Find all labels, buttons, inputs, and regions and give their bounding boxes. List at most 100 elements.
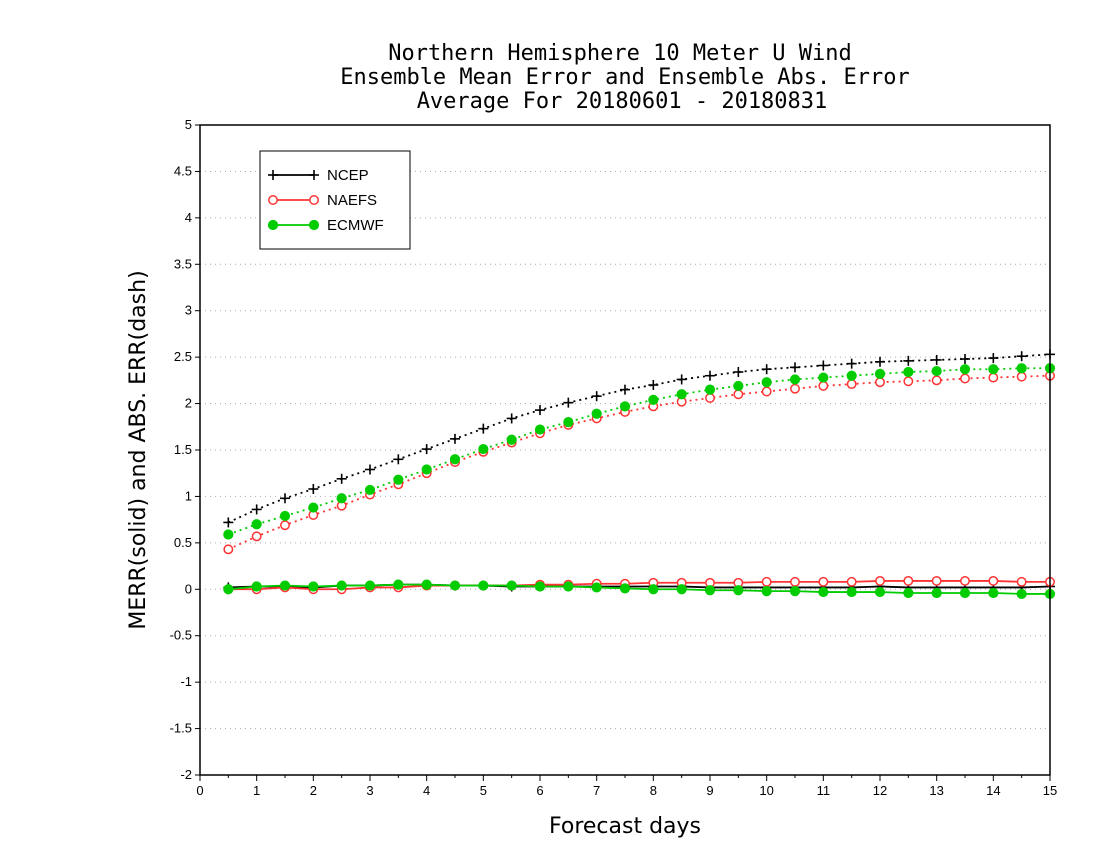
point-ecmwf-mean-err bbox=[676, 584, 687, 595]
series-plot-area bbox=[223, 349, 1056, 600]
point-ecmwf-abs-err bbox=[874, 368, 886, 379]
point-ecmwf-mean-err bbox=[648, 584, 659, 595]
point-ncep-abs-err bbox=[931, 354, 942, 365]
x-axis-label: Forecast days bbox=[549, 814, 701, 839]
y-tick-label: -1 bbox=[180, 674, 192, 689]
point-ncep-abs-err bbox=[676, 374, 687, 385]
point-ecmwf-abs-err bbox=[846, 370, 857, 381]
point-ecmwf-mean-err bbox=[818, 586, 829, 598]
x-tick-label: 0 bbox=[196, 783, 203, 798]
point-ecmwf-abs-err bbox=[789, 374, 801, 385]
point-naefs-mean-err bbox=[960, 575, 970, 586]
point-ecmwf-abs-err bbox=[676, 389, 687, 400]
point-naefs-abs-err bbox=[280, 520, 290, 531]
point-naefs-abs-err bbox=[960, 373, 970, 384]
y-tick-label: 3 bbox=[185, 303, 192, 318]
point-ecmwf-mean-err bbox=[619, 583, 631, 594]
point-ecmwf-mean-err bbox=[874, 586, 886, 598]
point-ecmwf-mean-err bbox=[733, 585, 744, 596]
point-ncep-abs-err bbox=[336, 473, 347, 484]
point-naefs-mean-err bbox=[790, 576, 800, 587]
legend-marker-naefs bbox=[268, 195, 278, 205]
point-ecmwf-abs-err bbox=[308, 502, 319, 513]
point-ecmwf-abs-err bbox=[393, 474, 404, 485]
point-naefs-abs-err bbox=[251, 531, 262, 542]
x-tick-label: 12 bbox=[873, 783, 887, 798]
point-ecmwf-abs-err bbox=[818, 372, 829, 383]
point-ecmwf-mean-err bbox=[591, 582, 602, 593]
point-ncep-abs-err bbox=[846, 358, 857, 369]
legend-label-naefs: NAEFS bbox=[327, 192, 377, 209]
point-ncep-abs-err bbox=[563, 397, 574, 408]
x-tick-label: 3 bbox=[366, 783, 373, 798]
y-tick-label: 2 bbox=[185, 396, 192, 411]
x-tick-label: 4 bbox=[423, 783, 430, 798]
point-ncep-abs-err bbox=[875, 356, 885, 367]
point-ecmwf-abs-err bbox=[336, 493, 347, 504]
point-ecmwf-mean-err bbox=[903, 587, 914, 599]
plot-frame bbox=[199, 124, 1051, 776]
point-ecmwf-mean-err bbox=[449, 580, 461, 591]
point-ncep-abs-err bbox=[988, 353, 999, 364]
point-ecmwf-mean-err bbox=[959, 587, 971, 599]
point-ecmwf-abs-err bbox=[449, 454, 461, 465]
legend-marker-ecmwf bbox=[308, 219, 320, 231]
x-tick-label: 8 bbox=[650, 783, 657, 798]
point-ncep-abs-err bbox=[591, 391, 602, 402]
point-ecmwf-abs-err bbox=[903, 366, 914, 378]
x-tick-label: 15 bbox=[1043, 783, 1057, 798]
x-tick-label: 1 bbox=[253, 783, 260, 798]
y-tick-label: 0.5 bbox=[174, 535, 192, 550]
point-ecmwf-abs-err bbox=[279, 510, 291, 522]
point-ecmwf-abs-err bbox=[988, 364, 999, 375]
legend-marker-ncep bbox=[268, 170, 278, 180]
point-naefs-mean-err bbox=[988, 575, 999, 586]
x-tick-label: 5 bbox=[480, 783, 487, 798]
y-tick-label: 4 bbox=[185, 210, 192, 225]
grid-lines bbox=[200, 170, 1050, 730]
point-naefs-mean-err bbox=[818, 576, 829, 587]
chart-title: Northern Hemisphere 10 Meter U Wind bbox=[388, 41, 852, 66]
point-naefs-abs-err bbox=[818, 380, 829, 391]
point-naefs-abs-err bbox=[733, 389, 744, 400]
y-tick-label: 3.5 bbox=[174, 256, 192, 271]
chart-title-block: Northern Hemisphere 10 Meter U Wind Ense… bbox=[340, 41, 910, 114]
legend-item-naefs: NAEFS bbox=[268, 192, 377, 209]
x-tick-label: 2 bbox=[310, 783, 317, 798]
point-ecmwf-abs-err bbox=[534, 424, 546, 435]
point-naefs-abs-err bbox=[705, 393, 715, 403]
point-ncep-abs-err bbox=[478, 423, 489, 434]
legend-label-ncep: NCEP bbox=[327, 167, 369, 184]
point-ecmwf-mean-err bbox=[1016, 588, 1027, 600]
point-ncep-abs-err bbox=[223, 517, 234, 528]
point-ecmwf-abs-err bbox=[733, 380, 744, 392]
point-ecmwf-mean-err bbox=[279, 580, 291, 591]
point-naefs-abs-err bbox=[931, 375, 942, 386]
point-naefs-abs-err bbox=[875, 377, 885, 388]
point-ecmwf-mean-err bbox=[506, 580, 517, 591]
point-naefs-abs-err bbox=[1016, 371, 1027, 382]
point-naefs-mean-err bbox=[846, 576, 857, 587]
point-naefs-abs-err bbox=[790, 383, 800, 394]
y-tick-label: -0.5 bbox=[170, 628, 192, 643]
x-tick-label: 7 bbox=[593, 783, 600, 798]
point-ncep-abs-err bbox=[506, 413, 517, 424]
y-tick-label: 2.5 bbox=[174, 349, 192, 364]
y-tick-label: -1.5 bbox=[170, 721, 192, 736]
x-tick-label: 9 bbox=[706, 783, 713, 798]
point-ncep-abs-err bbox=[450, 433, 460, 444]
point-ecmwf-mean-err bbox=[988, 587, 999, 599]
point-ncep-abs-err bbox=[648, 380, 659, 390]
point-ncep-abs-err bbox=[365, 464, 375, 475]
point-ncep-abs-err bbox=[1016, 351, 1027, 362]
point-ncep-abs-err bbox=[535, 405, 545, 416]
point-naefs-mean-err bbox=[875, 575, 885, 586]
x-tick-label: 14 bbox=[986, 783, 1000, 798]
legend-label-ecmwf: ECMWF bbox=[327, 217, 384, 234]
legend-item-ncep: NCEP bbox=[268, 167, 369, 184]
series-line-ncep-abs-err bbox=[227, 353, 1051, 524]
point-ecmwf-abs-err bbox=[761, 377, 772, 388]
point-ecmwf-mean-err bbox=[704, 585, 716, 596]
point-ecmwf-mean-err bbox=[223, 584, 234, 595]
